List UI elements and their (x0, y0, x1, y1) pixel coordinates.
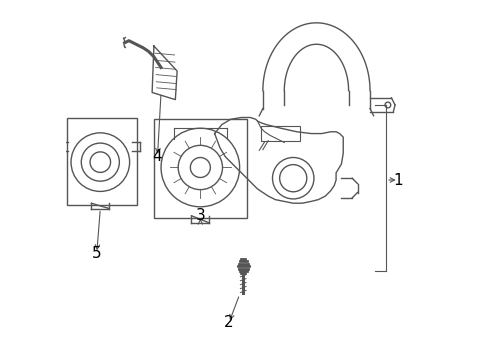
Text: 5: 5 (92, 246, 101, 261)
Bar (261, 126, 300, 141)
Text: 3: 3 (196, 208, 205, 223)
Text: 2: 2 (224, 315, 234, 330)
Text: 4: 4 (153, 149, 162, 164)
Text: 1: 1 (394, 172, 403, 188)
